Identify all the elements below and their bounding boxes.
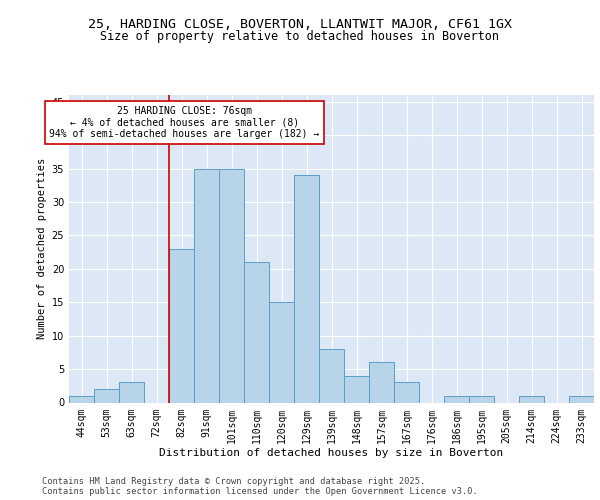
Bar <box>219 168 244 402</box>
Text: 25, HARDING CLOSE, BOVERTON, LLANTWIT MAJOR, CF61 1GX: 25, HARDING CLOSE, BOVERTON, LLANTWIT MA… <box>88 18 512 30</box>
Bar <box>294 175 319 402</box>
X-axis label: Distribution of detached houses by size in Boverton: Distribution of detached houses by size … <box>160 448 503 458</box>
Text: Size of property relative to detached houses in Boverton: Size of property relative to detached ho… <box>101 30 499 43</box>
Bar <box>169 248 194 402</box>
Bar <box>394 382 419 402</box>
Bar <box>194 168 219 402</box>
Bar <box>244 262 269 402</box>
Y-axis label: Number of detached properties: Number of detached properties <box>37 158 47 340</box>
Text: 25 HARDING CLOSE: 76sqm
← 4% of detached houses are smaller (8)
94% of semi-deta: 25 HARDING CLOSE: 76sqm ← 4% of detached… <box>49 106 320 139</box>
Bar <box>444 396 469 402</box>
Bar <box>519 396 544 402</box>
Text: Contains HM Land Registry data © Crown copyright and database right 2025.
Contai: Contains HM Land Registry data © Crown c… <box>42 476 478 496</box>
Bar <box>119 382 144 402</box>
Bar <box>94 389 119 402</box>
Bar <box>369 362 394 403</box>
Bar <box>319 349 344 403</box>
Bar <box>69 396 94 402</box>
Bar <box>569 396 594 402</box>
Bar <box>469 396 494 402</box>
Bar <box>344 376 369 402</box>
Bar <box>269 302 294 402</box>
